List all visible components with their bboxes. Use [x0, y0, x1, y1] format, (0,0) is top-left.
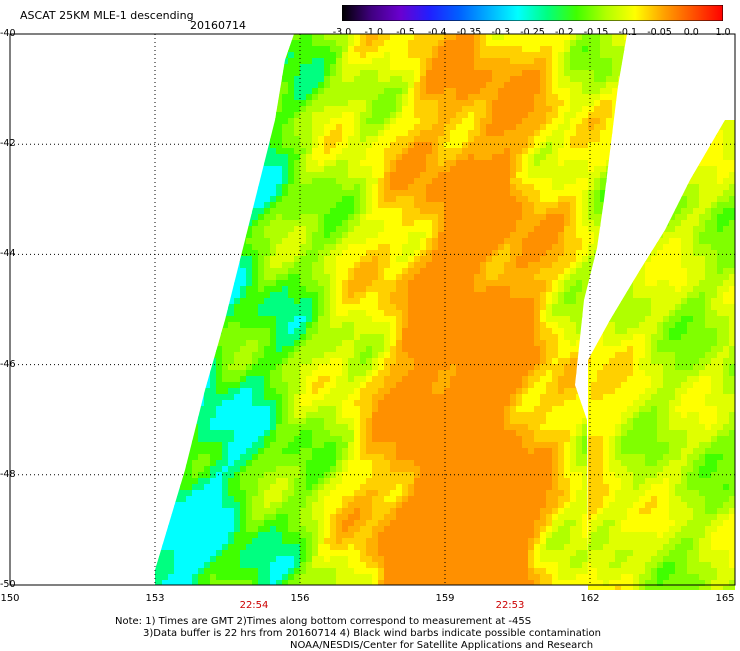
note-line-2: 3)Data buffer is 22 hrs from 20160714 4)… [143, 628, 601, 639]
lon-tick-label: 159 [435, 593, 454, 604]
note-line-1: Note: 1) Times are GMT 2)Times along bot… [115, 616, 531, 627]
lat-tick-label: -50 [0, 579, 20, 590]
lat-tick-label: -46 [0, 359, 20, 370]
lon-tick-label: 165 [715, 593, 734, 604]
lat-tick-label: -44 [0, 248, 20, 259]
lat-tick-label: -42 [0, 138, 20, 149]
pass-time-label: 22:53 [496, 600, 525, 611]
note-line-3: NOAA/NESDIS/Center for Satellite Applica… [290, 640, 593, 651]
wind-swath-swath1 [150, 34, 631, 593]
pass-time-label: 22:54 [240, 600, 269, 611]
lon-tick-label: 150 [0, 593, 19, 604]
lon-tick-label: 162 [580, 593, 599, 604]
lat-tick-label: -40 [0, 28, 20, 39]
lon-tick-label: 153 [145, 593, 164, 604]
lat-tick-label: -48 [0, 469, 20, 480]
lon-tick-label: 156 [290, 593, 309, 604]
